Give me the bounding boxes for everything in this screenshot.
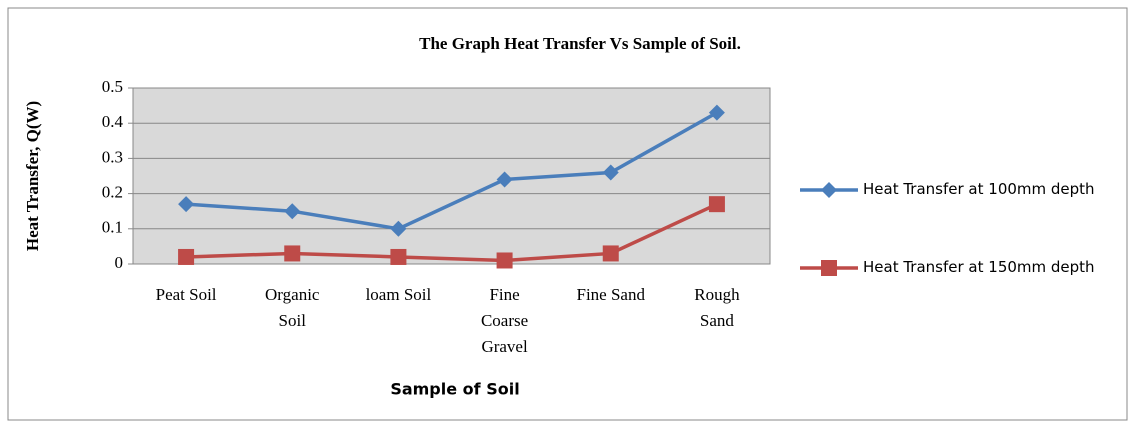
- legend-label-box: Heat Transfer at 150mm depth: [863, 258, 1095, 276]
- marker: [390, 220, 407, 237]
- marker: [602, 164, 619, 181]
- x-tick-label: Fine Sand: [576, 285, 645, 304]
- y-tick-label: 0.1: [102, 218, 123, 237]
- x-tick-label-box: Organic Soil: [265, 285, 320, 330]
- legend-label: Heat Transfer at 100mm depth: [863, 180, 1095, 198]
- chart-title: The Graph Heat Transfer Vs Sample of Soi…: [419, 34, 741, 53]
- series-line: [185, 111, 718, 231]
- x-tick-label: Fine Coarse Gravel: [480, 285, 529, 356]
- marker: [284, 203, 301, 220]
- y-tick-label: 0.2: [102, 183, 123, 202]
- x-tick-label-box: Peat Soil: [155, 285, 217, 304]
- marker: [821, 182, 837, 198]
- x-tick-label-box: loam Soil: [365, 285, 432, 304]
- y-axis-label: Heat Transfer, Q(W): [23, 101, 42, 251]
- x-tick-label-box: Rough Sand: [694, 285, 740, 330]
- x-tick-label-box: Fine Sand: [576, 285, 645, 304]
- x-tick-label: Rough Sand: [694, 285, 740, 330]
- marker: [178, 196, 195, 213]
- marker: [178, 248, 195, 265]
- y-tick-label: 0: [115, 253, 124, 272]
- marker: [496, 252, 513, 269]
- y-tick-label: 0.3: [102, 147, 123, 166]
- marker: [390, 248, 407, 265]
- x-tick-label: Organic Soil: [265, 285, 320, 330]
- x-tick-label-box: Fine Coarse Gravel: [480, 285, 529, 356]
- marker: [821, 260, 837, 276]
- marker: [496, 171, 513, 188]
- legend-label-box: Heat Transfer at 100mm depth: [863, 180, 1095, 198]
- y-tick-label: 0.5: [102, 77, 123, 96]
- x-tick-label: loam Soil: [365, 285, 432, 304]
- marker: [708, 196, 725, 213]
- y-tick-label: 0.4: [102, 112, 124, 131]
- marker: [284, 245, 301, 262]
- marker: [602, 245, 619, 262]
- marker: [708, 104, 725, 121]
- legend-label: Heat Transfer at 150mm depth: [863, 258, 1095, 276]
- x-tick-label: Peat Soil: [155, 285, 217, 304]
- series-line: [186, 202, 718, 263]
- plot-area: [132, 87, 771, 265]
- x-axis-label: Sample of Soil: [390, 380, 519, 399]
